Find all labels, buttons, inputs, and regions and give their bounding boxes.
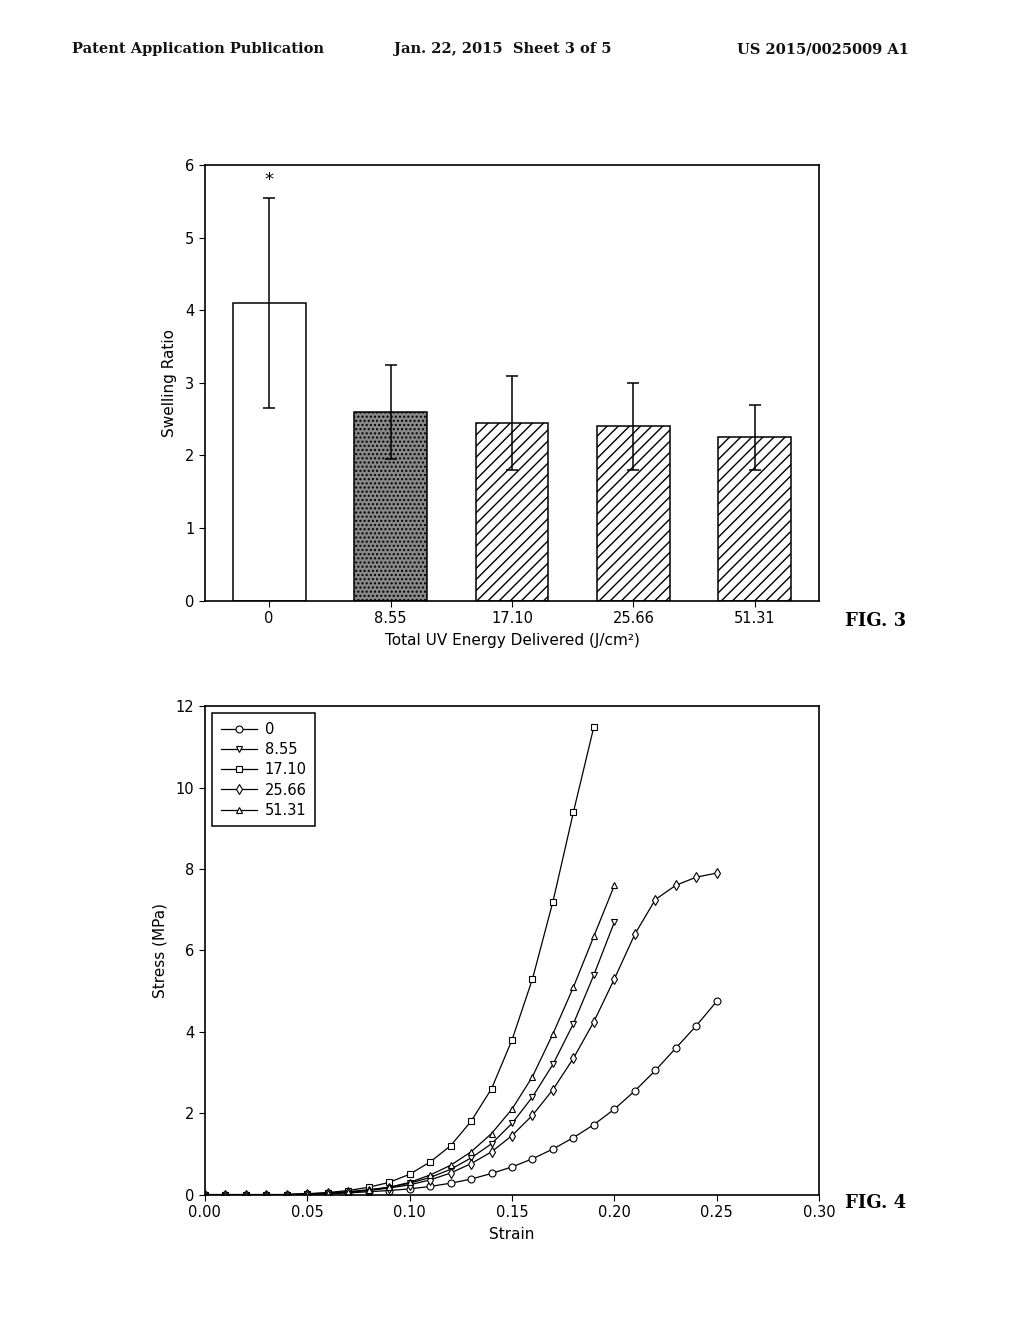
X-axis label: Strain: Strain <box>489 1228 535 1242</box>
Text: US 2015/0025009 A1: US 2015/0025009 A1 <box>737 42 909 57</box>
Text: Jan. 22, 2015  Sheet 3 of 5: Jan. 22, 2015 Sheet 3 of 5 <box>394 42 611 57</box>
Text: FIG. 3: FIG. 3 <box>845 612 906 631</box>
X-axis label: Total UV Energy Delivered (J/cm²): Total UV Energy Delivered (J/cm²) <box>385 634 639 648</box>
Legend: 0, 8.55, 17.10, 25.66, 51.31: 0, 8.55, 17.10, 25.66, 51.31 <box>212 714 315 826</box>
Bar <box>475 422 549 601</box>
Text: FIG. 4: FIG. 4 <box>845 1193 906 1212</box>
Y-axis label: Stress (MPa): Stress (MPa) <box>153 903 168 998</box>
Y-axis label: Swelling Ratio: Swelling Ratio <box>162 329 177 437</box>
Bar <box>597 426 670 601</box>
Bar <box>232 304 305 601</box>
Text: *: * <box>264 172 273 189</box>
Text: Patent Application Publication: Patent Application Publication <box>72 42 324 57</box>
Bar <box>719 437 792 601</box>
Bar <box>354 412 427 601</box>
